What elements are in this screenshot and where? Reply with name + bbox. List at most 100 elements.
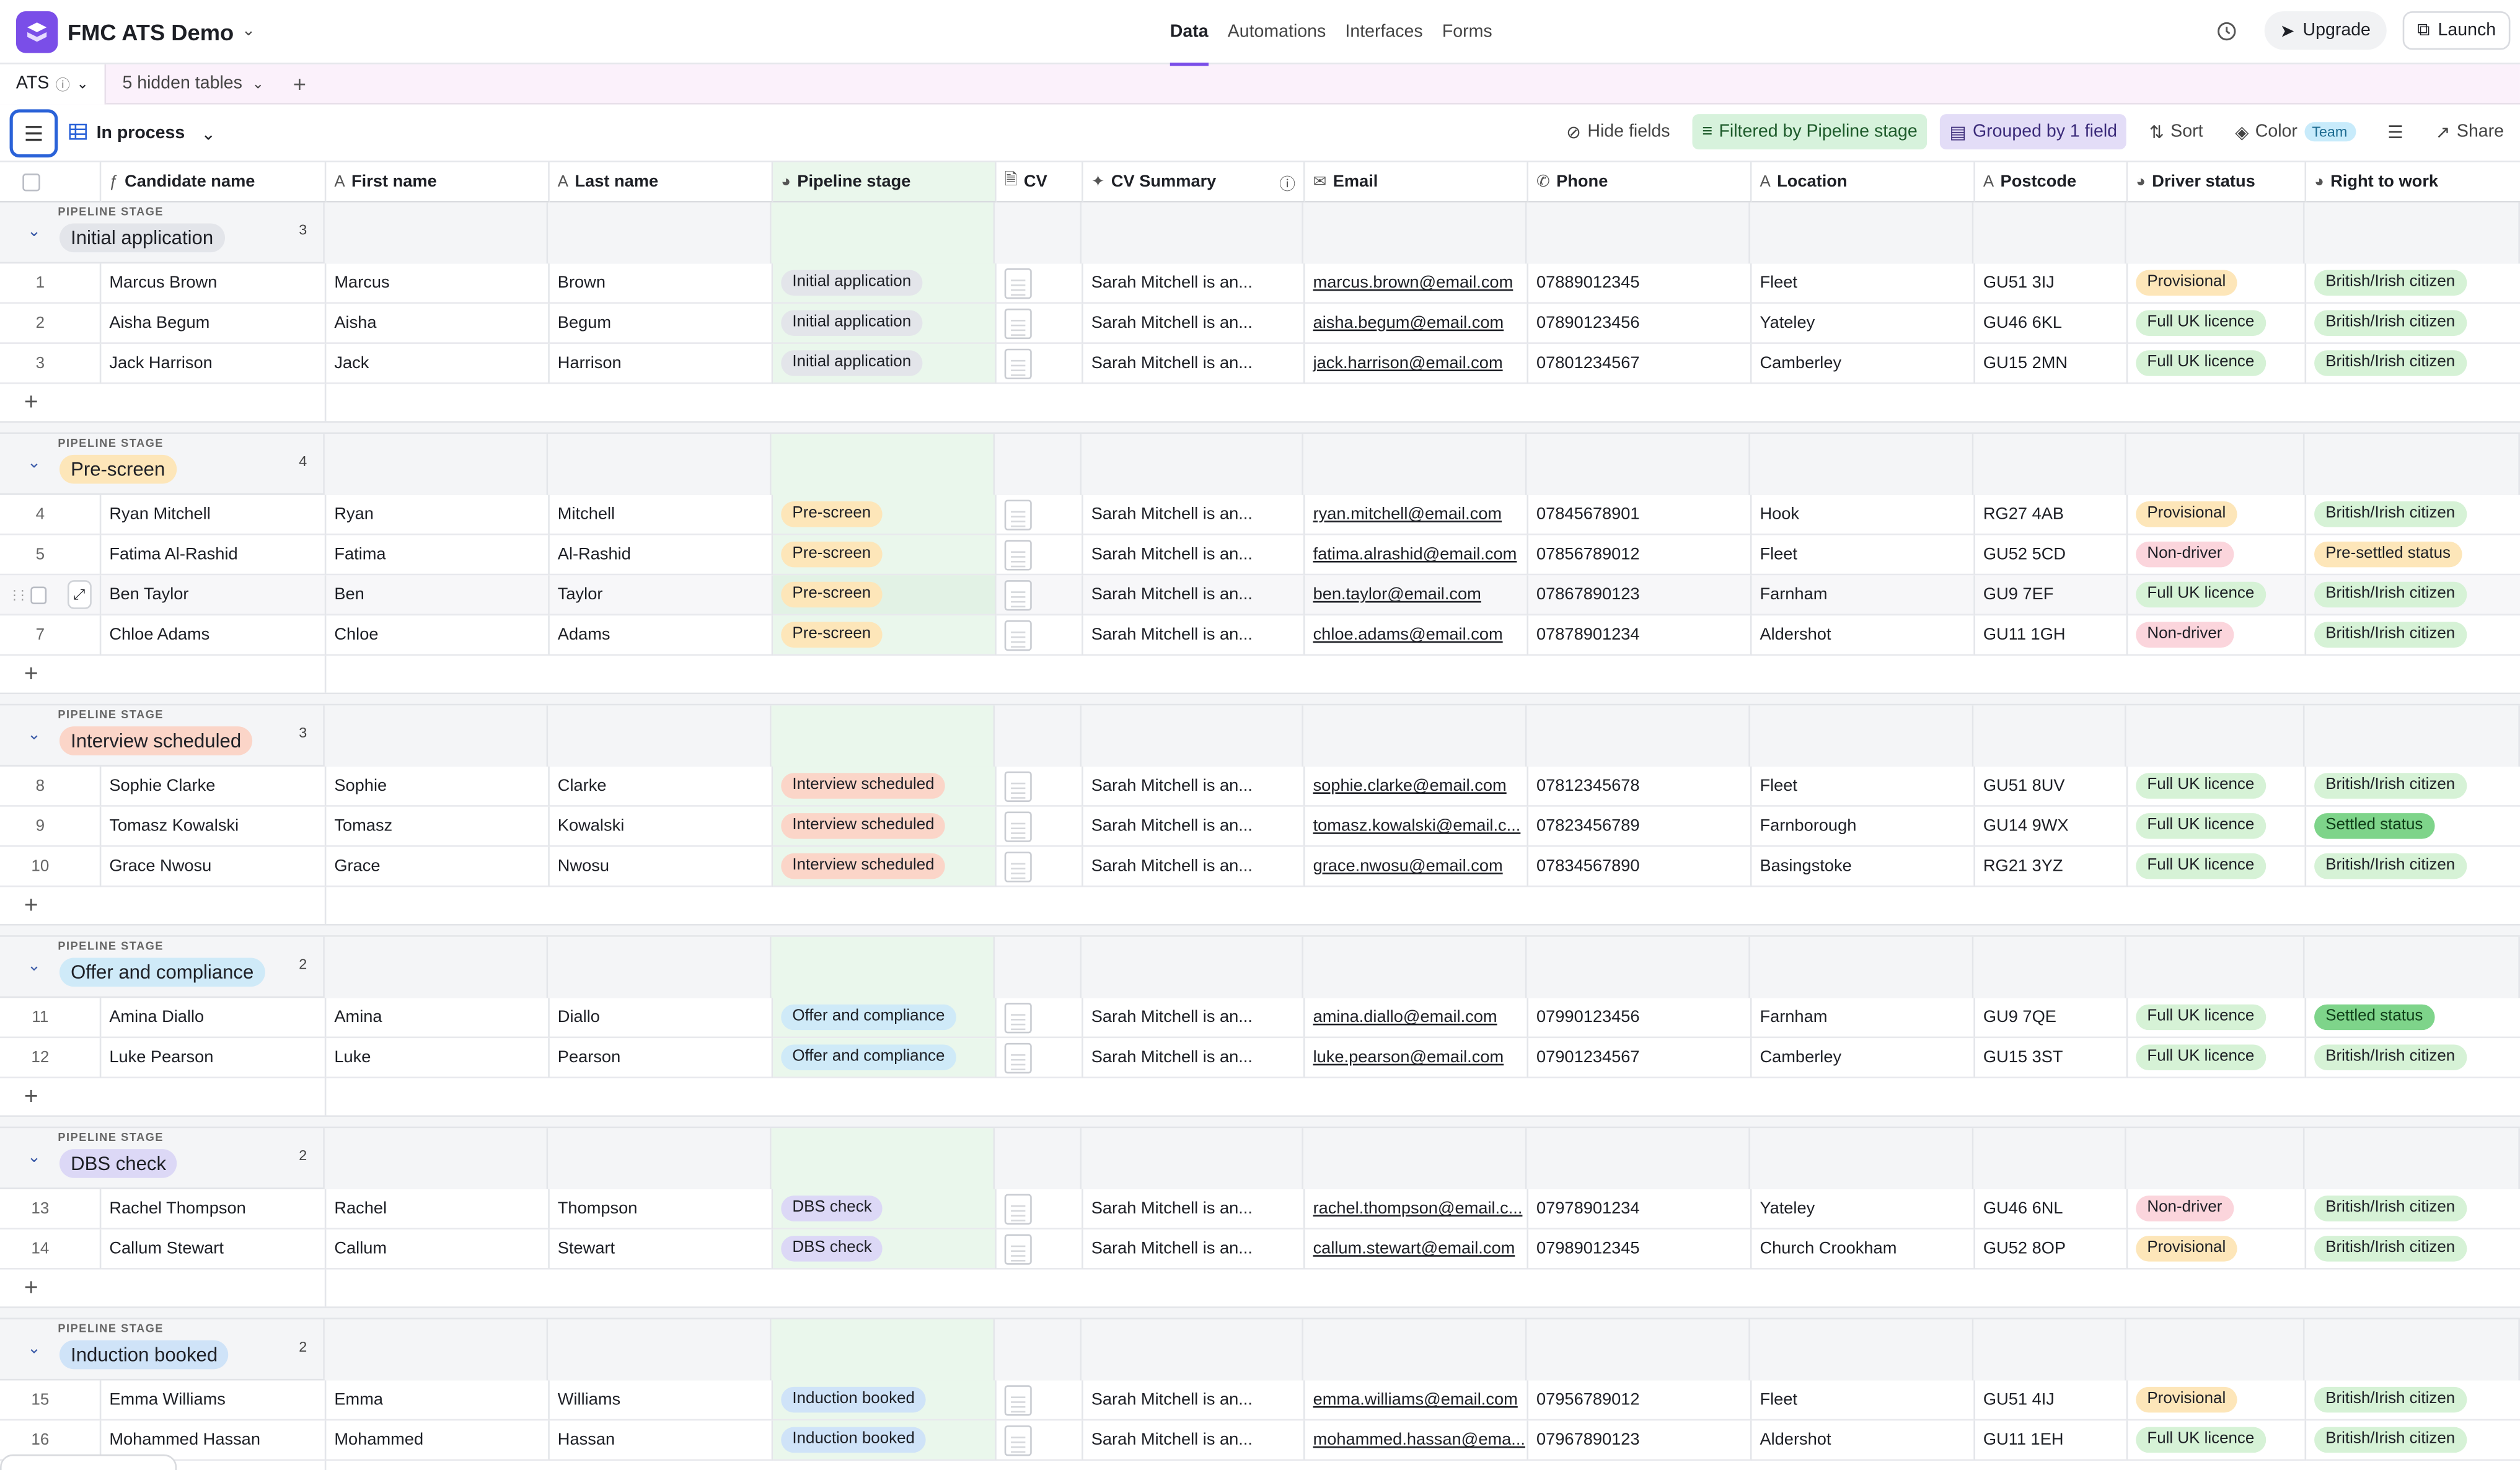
- location-cell[interactable]: Fleet: [1751, 766, 1975, 807]
- cv-cell[interactable]: [996, 766, 1083, 807]
- add-record-icon[interactable]: +: [0, 384, 327, 421]
- first-name-cell[interactable]: Sophie: [326, 766, 550, 807]
- document-icon[interactable]: [1004, 267, 1032, 299]
- candidate-name-cell[interactable]: Chloe Adams: [101, 615, 327, 656]
- postcode-cell[interactable]: GU51 4IJ: [1975, 1380, 2128, 1421]
- pipeline-stage-cell[interactable]: Pre-screen: [773, 575, 997, 616]
- cv-summary-cell[interactable]: Sarah Mitchell is an...: [1083, 1189, 1305, 1230]
- email-cell[interactable]: amina.diallo@email.com: [1305, 998, 1529, 1039]
- email-cell[interactable]: mohammed.hassan@ema...: [1305, 1420, 1529, 1461]
- view-selector[interactable]: In process ⌄: [69, 105, 216, 162]
- driver-status-cell[interactable]: Full UK licence: [2128, 806, 2307, 847]
- driver-status-cell[interactable]: Non-driver: [2128, 615, 2307, 656]
- pipeline-stage-cell[interactable]: Pre-screen: [773, 495, 997, 535]
- table-row[interactable]: 16 Mohammed Hassan Mohammed Hassan Induction…: [0, 1420, 2520, 1461]
- pipeline-stage-cell[interactable]: Interview scheduled: [773, 806, 997, 847]
- candidate-name-cell[interactable]: Amina Diallo: [101, 998, 327, 1039]
- table-row[interactable]: 1 Marcus Brown Marcus Brown Initial applicat…: [0, 263, 2520, 304]
- cv-cell[interactable]: [996, 1229, 1083, 1270]
- phone-cell[interactable]: 07901234567: [1528, 1038, 1752, 1078]
- cv-cell[interactable]: [996, 615, 1083, 656]
- postcode-cell[interactable]: GU14 9WX: [1975, 806, 2128, 847]
- postcode-cell[interactable]: GU51 8UV: [1975, 766, 2128, 807]
- cv-summary-cell[interactable]: Sarah Mitchell is an...: [1083, 495, 1305, 535]
- phone-cell[interactable]: 07989012345: [1528, 1229, 1752, 1270]
- right-to-work-cell[interactable]: British/Irish citizen: [2306, 615, 2520, 656]
- cv-cell[interactable]: [996, 847, 1083, 887]
- chevron-down-icon[interactable]: ⌄: [242, 22, 255, 40]
- document-icon[interactable]: [1004, 348, 1032, 379]
- postcode-cell[interactable]: GU9 7QE: [1975, 998, 2128, 1039]
- document-icon[interactable]: [1004, 1001, 1032, 1033]
- location-cell[interactable]: Farnham: [1751, 998, 1975, 1039]
- cv-cell[interactable]: [996, 575, 1083, 616]
- cv-cell[interactable]: [996, 806, 1083, 847]
- email-cell[interactable]: emma.williams@email.com: [1305, 1380, 1529, 1421]
- email-cell[interactable]: chloe.adams@email.com: [1305, 615, 1529, 656]
- document-icon[interactable]: [1004, 770, 1032, 801]
- location-cell[interactable]: Farnborough: [1751, 806, 1975, 847]
- first-name-cell[interactable]: Fatima: [326, 535, 550, 576]
- group-button[interactable]: ▤ Grouped by 1 field: [1940, 114, 2127, 150]
- document-icon[interactable]: [1004, 1193, 1032, 1224]
- candidate-name-cell[interactable]: Aisha Begum: [101, 304, 327, 344]
- postcode-cell[interactable]: RG27 4AB: [1975, 495, 2128, 535]
- right-to-work-cell[interactable]: British/Irish citizen: [2306, 847, 2520, 887]
- cv-summary-cell[interactable]: Sarah Mitchell is an...: [1083, 304, 1305, 344]
- first-name-cell[interactable]: Tomasz: [326, 806, 550, 847]
- postcode-cell[interactable]: GU46 6NL: [1975, 1189, 2128, 1230]
- chevron-down-icon[interactable]: ⌄: [27, 1340, 41, 1358]
- table-row[interactable]: 8 Sophie Clarke Sophie Clarke Interview sche…: [0, 766, 2520, 807]
- driver-status-cell[interactable]: Full UK licence: [2128, 304, 2307, 344]
- right-to-work-cell[interactable]: British/Irish citizen: [2306, 263, 2520, 304]
- phone-cell[interactable]: 07956789012: [1528, 1380, 1752, 1421]
- drag-handle-icon[interactable]: ⋮⋮: [7, 587, 29, 602]
- cv-summary-cell[interactable]: Sarah Mitchell is an...: [1083, 615, 1305, 656]
- column-header-cv[interactable]: 🗎 CV: [996, 162, 1083, 203]
- hidden-tables-dropdown[interactable]: 5 hidden tables ⌄: [107, 74, 281, 93]
- email-link[interactable]: sophie.clarke@email.com: [1313, 776, 1507, 796]
- right-to-work-cell[interactable]: British/Irish citizen: [2306, 344, 2520, 384]
- last-name-cell[interactable]: Adams: [549, 615, 773, 656]
- right-to-work-cell[interactable]: Pre-settled status: [2306, 535, 2520, 576]
- chevron-down-icon[interactable]: ⌄: [27, 726, 41, 744]
- phone-cell[interactable]: 07845678901: [1528, 495, 1752, 535]
- driver-status-cell[interactable]: Full UK licence: [2128, 998, 2307, 1039]
- last-name-cell[interactable]: Stewart: [549, 1229, 773, 1270]
- last-name-cell[interactable]: Kowalski: [549, 806, 773, 847]
- upgrade-button[interactable]: ➤ Upgrade: [2263, 11, 2387, 50]
- email-link[interactable]: ryan.mitchell@email.com: [1313, 504, 1502, 524]
- email-link[interactable]: ben.taylor@email.com: [1313, 584, 1481, 605]
- views-menu-button[interactable]: [9, 109, 58, 158]
- candidate-name-cell[interactable]: Jack Harrison: [101, 343, 327, 384]
- postcode-cell[interactable]: GU11 1EH: [1975, 1420, 2128, 1461]
- add-record-icon[interactable]: +: [0, 887, 327, 925]
- first-name-cell[interactable]: Rachel: [326, 1189, 550, 1230]
- table-row[interactable]: 9 Tomasz Kowalski Tomasz Kowalski Interview …: [0, 806, 2520, 847]
- column-header-cv-summary[interactable]: ✦ CV Summary ⓘ: [1083, 162, 1305, 203]
- pipeline-stage-cell[interactable]: Interview scheduled: [773, 847, 997, 887]
- email-cell[interactable]: grace.nwosu@email.com: [1305, 847, 1529, 887]
- driver-status-cell[interactable]: Full UK licence: [2128, 343, 2307, 384]
- last-name-cell[interactable]: Diallo: [549, 998, 773, 1039]
- filter-button[interactable]: ≡ Filtered by Pipeline stage: [1692, 114, 1927, 150]
- table-row[interactable]: 10 Grace Nwosu Grace Nwosu Interview schedul…: [0, 847, 2520, 887]
- email-cell[interactable]: sophie.clarke@email.com: [1305, 766, 1529, 807]
- location-cell[interactable]: Yateley: [1751, 304, 1975, 344]
- table-row[interactable]: 15 Emma Williams Emma Williams Induction boo…: [0, 1380, 2520, 1421]
- driver-status-cell[interactable]: Full UK licence: [2128, 1038, 2307, 1078]
- table-row[interactable]: 3 Jack Harrison Jack Harrison Initial applic…: [0, 343, 2520, 384]
- email-cell[interactable]: ben.taylor@email.com: [1305, 575, 1529, 616]
- hide-fields-button[interactable]: ⊘ Hide fields: [1557, 114, 1680, 149]
- cv-cell[interactable]: [996, 1380, 1083, 1421]
- email-link[interactable]: rachel.thompson@email.c...: [1313, 1199, 1523, 1218]
- cv-cell[interactable]: [996, 998, 1083, 1039]
- share-button[interactable]: ↗ Share: [2426, 114, 2514, 149]
- email-cell[interactable]: ryan.mitchell@email.com: [1305, 495, 1529, 535]
- document-icon[interactable]: [1004, 1042, 1032, 1073]
- right-to-work-cell[interactable]: British/Irish citizen: [2306, 1420, 2520, 1461]
- last-name-cell[interactable]: Al-Rashid: [549, 535, 773, 576]
- first-name-cell[interactable]: Ryan: [326, 495, 550, 535]
- cv-summary-cell[interactable]: Sarah Mitchell is an...: [1083, 1229, 1305, 1270]
- email-cell[interactable]: tomasz.kowalski@email.c...: [1305, 806, 1529, 847]
